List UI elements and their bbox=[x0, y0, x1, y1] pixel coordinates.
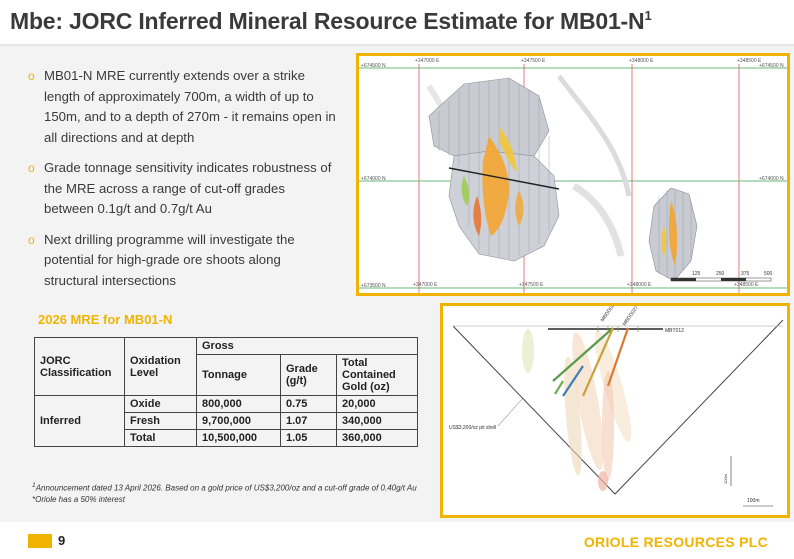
table-row: Inferred Oxide 800,000 0.75 20,000 bbox=[34, 395, 418, 447]
bullet-list: o MB01-N MRE currently extends over a str… bbox=[28, 66, 338, 301]
grade-cell: 1.05 bbox=[280, 429, 337, 447]
resource-plan-view: +347000 E +347500 E +348000 E +348500 E … bbox=[356, 53, 790, 296]
grade-cell: 0.75 bbox=[280, 395, 337, 413]
title-footnote-marker: 1 bbox=[644, 8, 652, 23]
tonnage-cell: 9,700,000 bbox=[196, 412, 281, 430]
table-row: Total 10,500,000 1.05 360,000 bbox=[35, 429, 418, 447]
company-name: ORIOLE RESOURCES PLC bbox=[583, 534, 768, 550]
easting-label: +348000 E bbox=[627, 282, 652, 288]
easting-label: +348000 E bbox=[629, 58, 654, 64]
section-scale-label: 100m bbox=[747, 498, 760, 504]
footnote: 1Announcement dated 13 April 2026. Based… bbox=[32, 482, 417, 504]
mre-table: JORC Classification Oxidation Level Gros… bbox=[34, 337, 418, 447]
gold-cell: 20,000 bbox=[336, 395, 418, 413]
easting-label: +348500 E bbox=[734, 282, 759, 288]
table-caption: 2026 MRE for MB01-N bbox=[38, 312, 173, 327]
header-tonnage: Tonnage bbox=[196, 354, 281, 396]
northing-label: +673500 N bbox=[361, 283, 386, 289]
scale-bar: 125 250 375 500 bbox=[670, 271, 773, 282]
gold-cell: 360,000 bbox=[336, 429, 418, 447]
category-cell: Inferred bbox=[34, 395, 125, 447]
header-gross: Gross bbox=[196, 337, 418, 355]
pit-shell-label: US$3,200/oz pit shell bbox=[449, 425, 496, 431]
cross-section-figure: MBDD028 MBDD027 MBT012 US$3,200/oz pit s… bbox=[440, 303, 790, 518]
gold-cell: 340,000 bbox=[336, 412, 418, 430]
bullet-item: o Next drilling programme will investigat… bbox=[28, 231, 295, 288]
header-oxidation: Oxidation Level bbox=[124, 337, 197, 396]
tonnage-cell: 10,500,000 bbox=[196, 429, 281, 447]
easting-label: +347500 E bbox=[521, 58, 546, 64]
vertical-scale-label: 100m bbox=[723, 473, 728, 484]
bullet-circle-icon: o bbox=[28, 232, 35, 247]
header-classification: JORC Classification bbox=[34, 337, 125, 396]
northing-label: +674000 N bbox=[759, 176, 784, 182]
svg-text:250: 250 bbox=[716, 271, 725, 277]
northing-label: +674000 N bbox=[361, 176, 386, 182]
level-cell: Total bbox=[124, 429, 197, 447]
easting-label: +347000 E bbox=[413, 282, 438, 288]
plan-view-figure: +347000 E +347500 E +348000 E +348500 E … bbox=[359, 56, 787, 293]
svg-text:375: 375 bbox=[741, 271, 750, 277]
level-cell: Fresh bbox=[124, 412, 197, 430]
svg-text:125: 125 bbox=[692, 271, 701, 277]
header-grade: Grade (g/t) bbox=[280, 354, 337, 396]
line-label: MBT012 bbox=[665, 328, 684, 334]
easting-label: +348500 E bbox=[737, 58, 762, 64]
bullet-circle-icon: o bbox=[28, 161, 35, 175]
title-divider bbox=[0, 44, 794, 46]
cross-section-drawing: MBDD028 MBDD027 MBT012 US$3,200/oz pit s… bbox=[443, 306, 787, 515]
easting-label: +347500 E bbox=[519, 282, 544, 288]
easting-label: +347000 E bbox=[415, 58, 440, 64]
grade-cell: 1.07 bbox=[280, 412, 337, 430]
svg-text:500: 500 bbox=[764, 271, 773, 277]
page-number-marker bbox=[28, 534, 52, 548]
northing-label: +674500 N bbox=[361, 63, 386, 69]
tonnage-cell: 800,000 bbox=[196, 395, 281, 413]
northing-label: +674500 N bbox=[759, 63, 784, 69]
bullet-item: o MB01-N MRE currently extends over a str… bbox=[28, 68, 336, 145]
header-gold: Total Contained Gold (oz) bbox=[336, 354, 418, 396]
bullet-circle-icon: o bbox=[28, 69, 35, 83]
bullet-item: o Grade tonnage sensitivity indicates rob… bbox=[28, 160, 332, 216]
page-number: 9 bbox=[58, 533, 66, 548]
page-title: Mbe: JORC Inferred Mineral Resource Esti… bbox=[10, 8, 652, 34]
level-cell: Oxide bbox=[124, 395, 197, 413]
